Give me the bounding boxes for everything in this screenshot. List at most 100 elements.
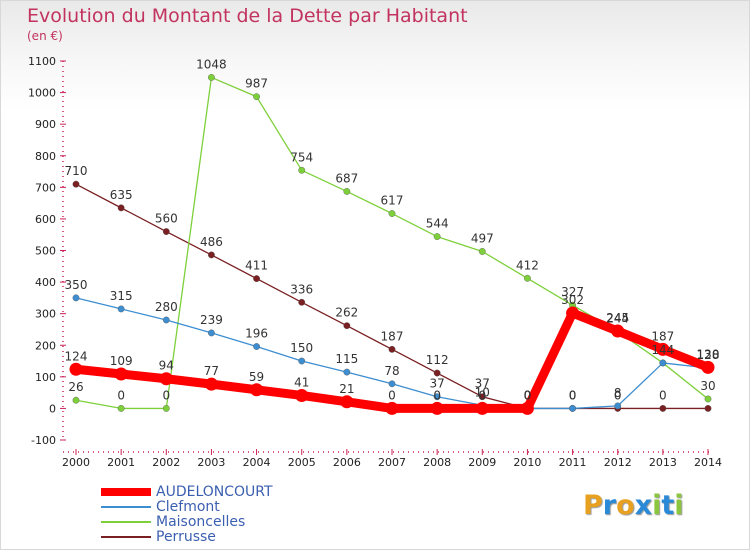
data-label-audeloncourt: 0 — [478, 388, 486, 402]
data-point-audeloncourt — [656, 342, 670, 356]
data-label-perrusse: 262 — [335, 306, 358, 320]
data-point-maisoncelles — [524, 274, 531, 282]
data-label-audeloncourt: 245 — [606, 311, 629, 325]
data-point-perrusse — [433, 369, 441, 377]
legend-label: Maisoncelles — [156, 514, 246, 530]
legend-label: AUDELONCOURT — [156, 484, 273, 500]
data-label-clefmont: 239 — [200, 313, 223, 327]
data-label-audeloncourt: 41 — [294, 375, 309, 389]
x-tick-label: 2004 — [243, 456, 271, 469]
data-point-maisoncelles — [72, 396, 80, 404]
data-point-maisoncelles — [117, 405, 125, 412]
y-tick-label: -100 — [31, 434, 56, 447]
data-label-perrusse: 0 — [614, 388, 622, 402]
y-tick-label: 300 — [35, 308, 56, 321]
data-label-clefmont: 128 — [697, 348, 720, 362]
data-point-perrusse — [298, 298, 306, 306]
data-label-maisoncelles: 754 — [290, 150, 313, 164]
data-label-audeloncourt: 0 — [524, 388, 532, 402]
logo-letter: r — [602, 490, 617, 521]
data-point-maisoncelles — [253, 93, 260, 101]
data-point-clefmont — [117, 305, 125, 313]
data-point-clefmont — [162, 316, 170, 324]
y-tick-label: 1100 — [28, 55, 56, 68]
data-label-clefmont: 10 — [475, 385, 490, 399]
data-label-perrusse: 187 — [381, 329, 404, 343]
data-label-audeloncourt: 130 — [697, 347, 720, 361]
data-point-audeloncourt — [475, 401, 489, 415]
data-label-clefmont: 115 — [335, 352, 358, 366]
data-label-maisoncelles: 1048 — [196, 57, 227, 71]
data-point-clefmont — [72, 294, 80, 302]
data-point-maisoncelles — [478, 248, 486, 255]
data-label-clefmont: 280 — [155, 300, 178, 314]
data-point-perrusse — [388, 345, 396, 353]
data-label-perrusse: 112 — [426, 353, 449, 367]
data-point-audeloncourt — [340, 395, 354, 409]
data-label-maisoncelles: 327 — [561, 285, 584, 299]
legend-swatch — [101, 506, 151, 508]
legend-swatch — [101, 521, 151, 523]
data-label-maisoncelles: 26 — [68, 380, 83, 394]
x-tick-label: 2006 — [333, 456, 361, 469]
data-point-clefmont — [433, 393, 441, 401]
data-label-maisoncelles: 687 — [335, 171, 358, 185]
logo-letter: i — [674, 490, 684, 521]
chart-subtitle: (en €) — [27, 29, 63, 43]
data-point-perrusse — [704, 405, 712, 412]
data-label-perrusse: 635 — [110, 188, 133, 202]
y-tick-label: 0 — [49, 402, 56, 415]
data-label-clefmont: 37 — [430, 377, 445, 391]
data-label-maisoncelles: 0 — [162, 388, 170, 402]
data-point-perrusse — [117, 204, 125, 212]
x-tick-label: 2008 — [423, 456, 451, 469]
data-label-maisoncelles: 497 — [471, 231, 494, 245]
data-point-perrusse — [659, 405, 667, 412]
logo-letter: x — [634, 490, 653, 521]
legend-swatch — [101, 536, 151, 538]
data-label-maisoncelles: 144 — [651, 343, 674, 357]
data-label-audeloncourt: 77 — [204, 364, 219, 378]
y-tick-label: 200 — [35, 339, 56, 352]
data-label-clefmont: 0 — [569, 388, 577, 402]
data-label-audeloncourt: 109 — [110, 354, 133, 368]
x-tick-label: 2013 — [649, 456, 677, 469]
legend-swatch — [101, 488, 151, 496]
data-label-maisoncelles: 244 — [606, 311, 629, 325]
legend-label: Perrusse — [156, 529, 216, 545]
x-tick-label: 2011 — [559, 456, 587, 469]
data-label-maisoncelles: 617 — [381, 194, 404, 208]
data-label-perrusse: 37 — [475, 377, 490, 391]
data-label-perrusse: 0 — [659, 388, 667, 402]
y-tick-label: 1000 — [28, 87, 56, 100]
data-point-audeloncourt — [611, 324, 625, 338]
chart-title: Evolution du Montant de la Dette par Hab… — [27, 5, 468, 27]
data-label-perrusse: 710 — [65, 164, 88, 178]
x-tick-label: 2014 — [694, 456, 722, 469]
y-tick-label: 100 — [35, 371, 56, 384]
data-label-maisoncelles: 412 — [516, 258, 539, 272]
series-lines — [69, 74, 715, 415]
logo-letter: o — [616, 490, 635, 521]
data-label-audeloncourt: 21 — [339, 382, 354, 396]
data-point-maisoncelles — [298, 166, 306, 174]
data-point-clefmont — [298, 357, 306, 365]
data-label-perrusse: 0 — [569, 388, 577, 402]
data-label-clefmont: 78 — [384, 364, 399, 378]
y-tick-label: 800 — [35, 150, 56, 163]
proxiti-logo: Proxiti — [583, 490, 684, 521]
data-label-perrusse: 486 — [200, 235, 223, 249]
data-label-clefmont: 0 — [524, 388, 532, 402]
logo-letter: P — [583, 490, 603, 521]
x-tick-label: 2003 — [197, 456, 225, 469]
data-point-audeloncourt — [159, 372, 173, 386]
data-label-audeloncourt: 0 — [388, 388, 396, 402]
data-point-perrusse — [72, 180, 80, 188]
data-point-maisoncelles — [388, 210, 396, 217]
data-point-perrusse — [343, 322, 351, 330]
x-tick-label: 2007 — [378, 456, 406, 469]
data-point-clefmont — [569, 405, 576, 412]
legend-label: Clefmont — [156, 499, 220, 515]
